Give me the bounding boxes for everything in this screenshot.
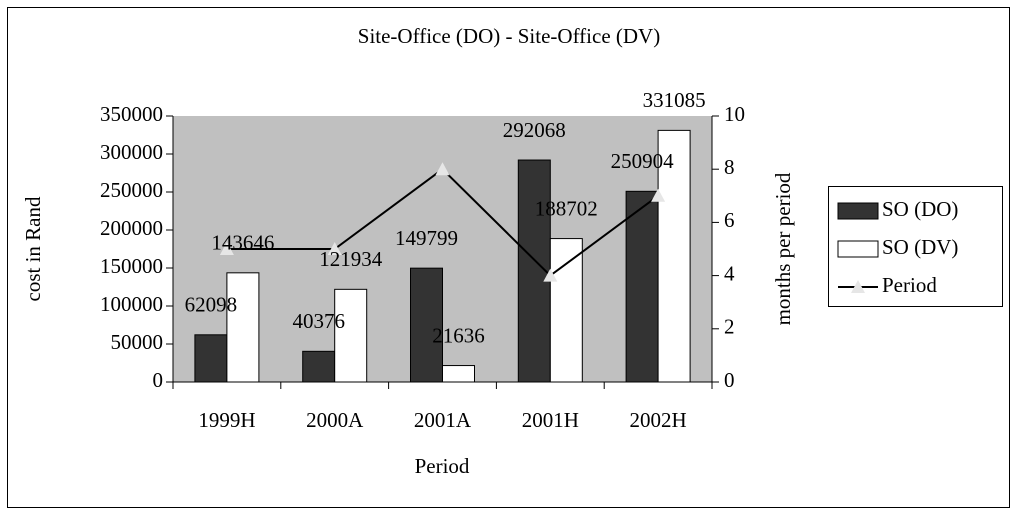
marker xyxy=(543,268,558,282)
data-label: 21636 xyxy=(432,323,485,347)
y-tick-label: 350000 xyxy=(100,102,163,126)
x-tick-label: 1999H xyxy=(198,408,255,432)
x-tick-label: 2000A xyxy=(306,408,364,432)
marker xyxy=(435,162,450,176)
x-axis-title: Period xyxy=(415,454,470,478)
bar xyxy=(625,190,659,383)
y2-tick-label: 6 xyxy=(724,208,735,232)
data-label: 121934 xyxy=(319,247,383,271)
legend-swatch xyxy=(837,202,879,220)
data-label: 143646 xyxy=(211,231,274,255)
y-tick-label: 300000 xyxy=(100,140,163,164)
legend-label: SO (DV) xyxy=(882,235,958,259)
legend-marker xyxy=(851,280,865,293)
legend-label: Period xyxy=(882,273,937,297)
bar xyxy=(549,238,583,383)
marker xyxy=(327,242,342,255)
y2-axis-title: months per period xyxy=(771,172,795,325)
x-tick-label: 2001A xyxy=(414,408,472,432)
legend-label: SO (DO) xyxy=(882,197,958,221)
y2-tick-label: 10 xyxy=(724,102,745,126)
data-label: 149799 xyxy=(395,226,458,250)
y-tick-label: 200000 xyxy=(100,216,163,240)
bar xyxy=(410,267,443,383)
y2-tick-label: 0 xyxy=(724,368,735,392)
bar xyxy=(442,365,475,383)
y-tick-label: 250000 xyxy=(100,178,163,202)
legend-swatch xyxy=(837,240,879,258)
data-label: 250904 xyxy=(611,149,675,173)
y-axis-title: cost in Rand xyxy=(21,196,45,301)
y-tick-label: 0 xyxy=(153,368,164,392)
data-label: 188702 xyxy=(535,196,598,220)
data-label: 40376 xyxy=(292,309,345,333)
data-label: 62098 xyxy=(185,293,238,317)
x-tick-label: 2001H xyxy=(522,408,579,432)
y2-tick-label: 8 xyxy=(724,155,735,179)
marker xyxy=(651,188,666,202)
data-label: 292068 xyxy=(503,118,566,142)
data-label: 331085 xyxy=(643,88,706,112)
x-tick-label: 2002H xyxy=(630,408,687,432)
bar xyxy=(302,350,336,383)
y-tick-label: 50000 xyxy=(111,330,164,354)
bar xyxy=(194,334,228,383)
chart-title: Site-Office (DO) - Site-Office (DV) xyxy=(358,24,660,48)
bar xyxy=(226,272,260,383)
y2-tick-label: 2 xyxy=(724,315,735,339)
y-tick-label: 100000 xyxy=(100,292,163,316)
y2-tick-label: 4 xyxy=(724,261,735,285)
bar xyxy=(657,129,691,383)
marker xyxy=(219,242,234,255)
bar xyxy=(334,288,368,383)
y-tick-label: 150000 xyxy=(100,254,163,278)
